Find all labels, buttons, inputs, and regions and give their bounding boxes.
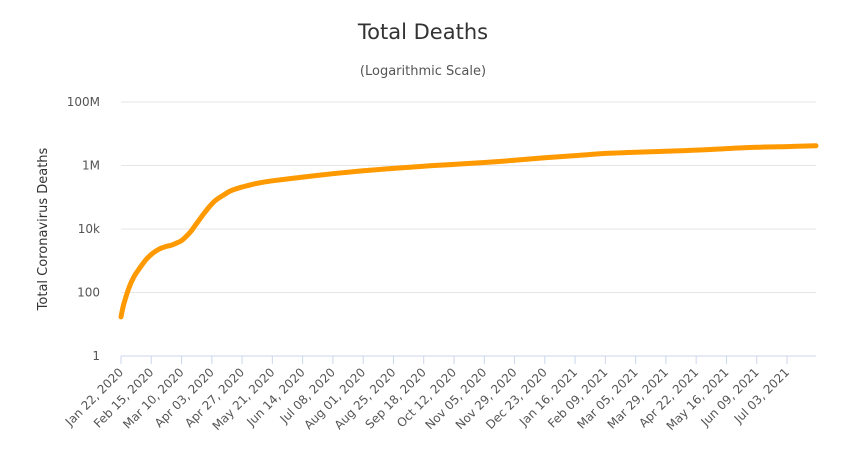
data-point (755, 145, 759, 149)
data-point (270, 179, 274, 183)
y-tick-label: 100M (67, 95, 100, 109)
data-point (201, 213, 205, 217)
y-tick-label: 1M (82, 159, 100, 173)
y-axis-title: Total Coronavirus Deaths (36, 147, 51, 311)
data-point (163, 245, 167, 249)
data-point (391, 166, 395, 170)
data-point (301, 175, 305, 179)
data-point (694, 148, 698, 152)
data-point (814, 144, 818, 148)
data-point (724, 147, 728, 151)
data-point (132, 275, 136, 279)
data-point (452, 162, 456, 166)
y-tick-label: 100 (77, 286, 100, 300)
data-point (422, 164, 426, 168)
data-point (174, 241, 178, 245)
data-point (127, 287, 131, 291)
data-point (185, 234, 189, 238)
data-point (634, 150, 638, 154)
data-point (482, 161, 486, 165)
data-point (229, 189, 233, 193)
data-point (664, 149, 668, 153)
data-point (138, 266, 142, 270)
data-point (361, 169, 365, 173)
chart-title: Total Deaths (357, 20, 489, 44)
data-point (169, 243, 173, 247)
data-point (190, 228, 194, 232)
data-point (119, 315, 123, 319)
data-point (513, 158, 517, 162)
data-point (543, 156, 547, 160)
y-tick-label: 10k (78, 222, 100, 236)
data-point (785, 145, 789, 149)
data-point (214, 198, 218, 202)
data-point (151, 251, 155, 255)
data-point (221, 193, 225, 197)
data-point (144, 257, 148, 261)
data-point (255, 181, 259, 185)
data-point (195, 221, 199, 225)
series-line (118, 143, 819, 320)
data-point (240, 185, 244, 189)
data-point (157, 247, 161, 251)
data-point (573, 154, 577, 158)
data-point (122, 303, 126, 307)
data-point (180, 239, 184, 243)
data-point (331, 172, 335, 176)
data-point (207, 205, 211, 209)
chart-subtitle: (Logarithmic Scale) (359, 64, 487, 79)
y-tick-label: 1 (92, 349, 100, 363)
data-point (603, 151, 607, 155)
